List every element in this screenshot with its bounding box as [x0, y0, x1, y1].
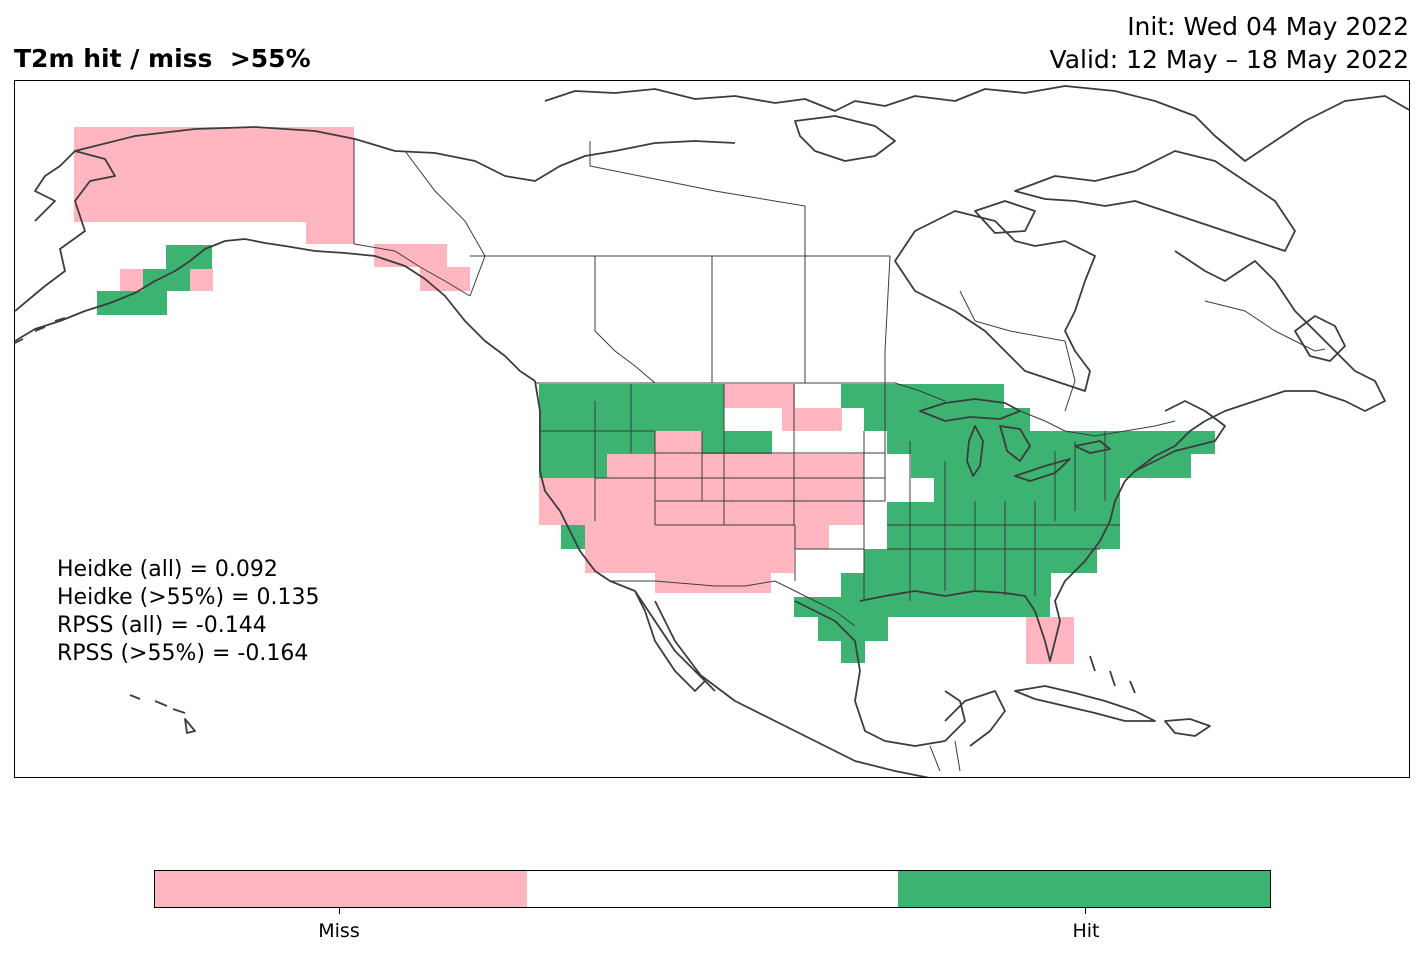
hit-cell — [841, 573, 1051, 597]
hit-cell — [887, 525, 1120, 549]
map-panel — [14, 80, 1410, 778]
miss-cell — [655, 431, 702, 454]
gulf-coast — [794, 420, 1206, 747]
miss-cell — [794, 525, 829, 549]
miss-cells — [74, 127, 1074, 664]
hit-cell — [794, 597, 1050, 617]
hispaniola — [1164, 718, 1211, 737]
colorbar-label-hit: Hit — [1072, 920, 1100, 942]
lake-ontario — [1074, 440, 1111, 454]
cuba — [1014, 685, 1156, 722]
miss-cell — [724, 384, 795, 408]
baja-california — [634, 590, 706, 692]
hit-cell — [539, 431, 655, 454]
yucatan — [944, 690, 1006, 747]
hit-cell — [702, 431, 772, 454]
miss-cell — [655, 573, 771, 593]
hit-cell — [143, 269, 190, 291]
miss-cell — [74, 152, 354, 222]
us-west-coast — [534, 380, 716, 692]
rpss-55: RPSS (>55%) = -0.164 — [57, 641, 309, 666]
colorbar-miss — [155, 871, 527, 907]
border-quebec-labrador — [1204, 300, 1326, 352]
hawaii — [129, 694, 196, 734]
baffin-island — [1014, 150, 1296, 252]
hit-cell — [818, 617, 888, 641]
bahamas — [1089, 655, 1136, 694]
miss-cell — [190, 269, 213, 291]
newfoundland — [1294, 315, 1346, 362]
maritimes-coast — [1134, 400, 1226, 472]
border-ontario-quebec — [959, 290, 1076, 412]
colorbar-tick-miss — [339, 908, 340, 914]
hit-cell — [934, 478, 1120, 502]
lake-huron — [999, 425, 1031, 462]
init-date: Init: Wed 04 May 2022 — [1127, 12, 1409, 41]
border-yukon-nwt — [404, 150, 486, 297]
colorbar-hit — [898, 871, 1271, 907]
border-bc-alberta — [594, 256, 656, 384]
border-us-mexico — [610, 580, 856, 627]
border-manitoba-ontario — [884, 255, 891, 386]
miss-cell — [561, 525, 794, 549]
miss-cell — [702, 454, 864, 478]
aleutians — [15, 317, 66, 344]
colorbar-neutral — [526, 871, 899, 907]
rpss-all: RPSS (all) = -0.144 — [57, 613, 267, 638]
borders — [353, 139, 1326, 772]
date-info: Init: Wed 04 May 2022 Valid: 12 May – 18… — [1050, 10, 1409, 76]
hit-cell — [864, 408, 1030, 431]
alaska-north-coast — [74, 126, 736, 182]
valid-date: Valid: 12 May – 18 May 2022 — [1049, 45, 1409, 74]
lake-michigan — [966, 425, 984, 477]
lake-erie — [1014, 458, 1071, 482]
miss-cell — [782, 408, 842, 431]
coastlines — [15, 85, 1409, 777]
hit-cell — [887, 502, 1120, 525]
border-alaska-canada — [353, 139, 471, 297]
colorbar-label-miss: Miss — [318, 920, 360, 942]
arctic-islands — [544, 85, 1409, 162]
hudson-bay — [894, 210, 1096, 392]
border-central-america — [929, 740, 961, 772]
labrador-coast — [1174, 250, 1386, 422]
southampton-island — [974, 200, 1036, 234]
hit-cell — [841, 384, 1004, 408]
heidke-55: Heidke (>55%) = 0.135 — [57, 585, 320, 610]
us-state-lines — [540, 384, 1120, 601]
victoria-island — [794, 115, 896, 162]
border-nwt-nunavut — [589, 141, 806, 256]
colorbar — [154, 870, 1271, 908]
miss-cell — [120, 269, 143, 291]
miss-cell — [585, 549, 794, 573]
miss-cell — [374, 244, 447, 267]
miss-cell — [420, 267, 470, 291]
mexico-pacific-coast — [694, 670, 930, 777]
map-title: T2m hit / miss >55% — [14, 44, 311, 73]
hit-cell — [864, 549, 1097, 573]
miss-cell — [539, 502, 864, 525]
alaska-coast — [15, 150, 536, 382]
heidke-all: Heidke (all) = 0.092 — [57, 557, 278, 582]
hit-cell — [539, 454, 607, 478]
colorbar-tick-hit — [1085, 908, 1086, 914]
hit-cell — [841, 641, 865, 663]
miss-cell — [306, 222, 354, 244]
map-canvas — [15, 85, 1409, 777]
miss-cell — [1026, 617, 1074, 664]
skill-scores: Heidke (all) = 0.092 Heidke (>55%) = 0.1… — [57, 556, 320, 668]
